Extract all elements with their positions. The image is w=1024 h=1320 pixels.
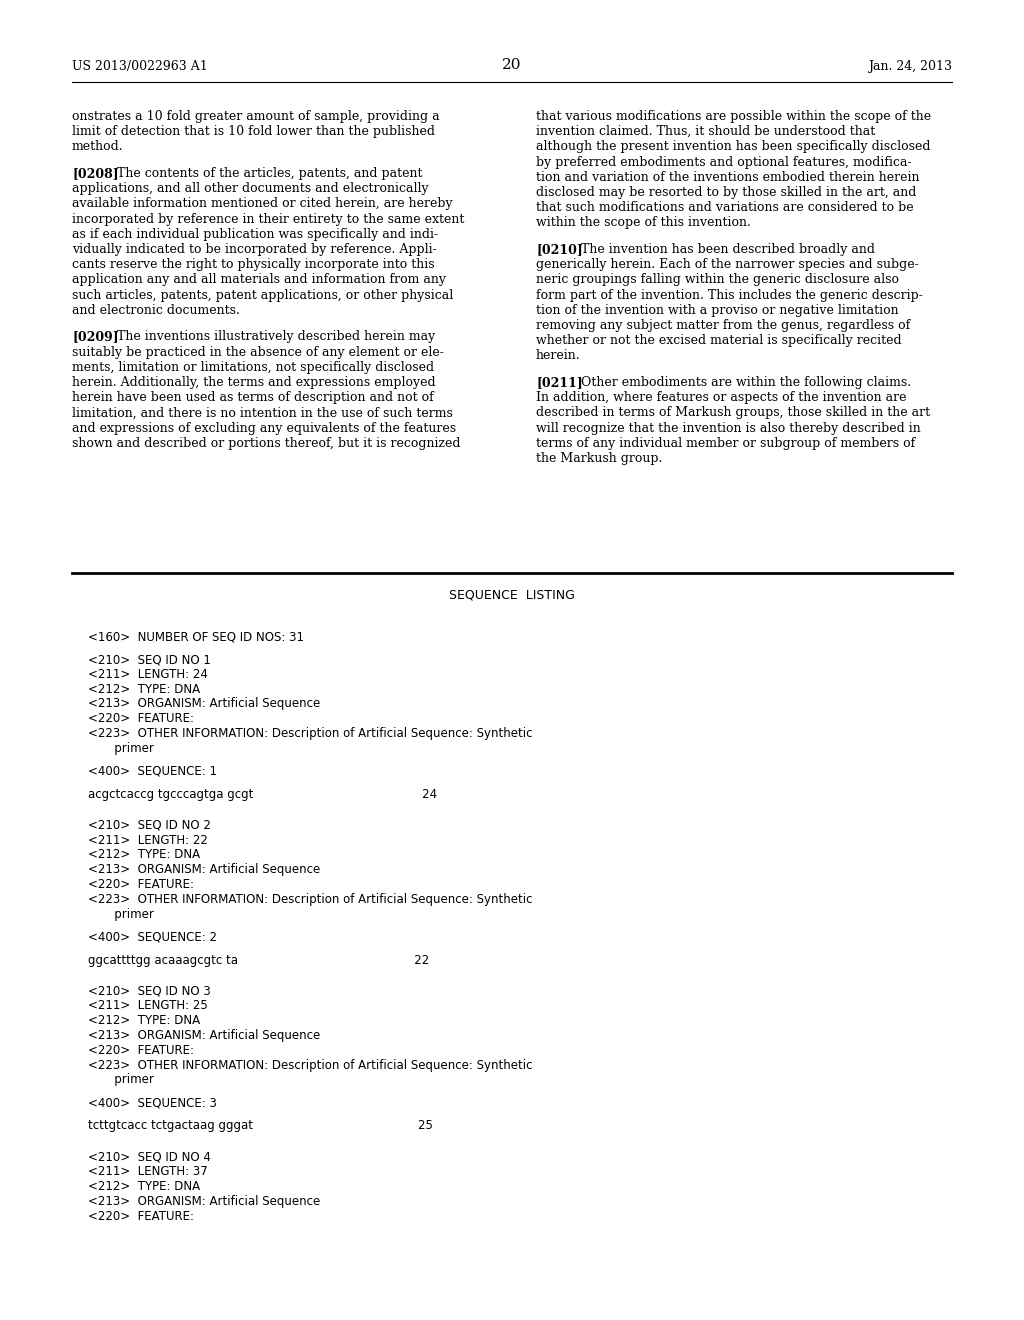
Text: the Markush group.: the Markush group. (536, 451, 663, 465)
Text: available information mentioned or cited herein, are hereby: available information mentioned or cited… (72, 198, 453, 210)
Text: <212>  TYPE: DNA: <212> TYPE: DNA (88, 682, 200, 696)
Text: removing any subject matter from the genus, regardless of: removing any subject matter from the gen… (536, 319, 910, 333)
Text: <210>  SEQ ID NO 1: <210> SEQ ID NO 1 (88, 653, 211, 667)
Text: method.: method. (72, 140, 124, 153)
Text: <400>  SEQUENCE: 2: <400> SEQUENCE: 2 (88, 931, 217, 944)
Text: shown and described or portions thereof, but it is recognized: shown and described or portions thereof,… (72, 437, 461, 450)
Text: limit of detection that is 10 fold lower than the published: limit of detection that is 10 fold lower… (72, 125, 435, 139)
Text: by preferred embodiments and optional features, modifica-: by preferred embodiments and optional fe… (536, 156, 911, 169)
Text: terms of any individual member or subgroup of members of: terms of any individual member or subgro… (536, 437, 915, 450)
Text: <223>  OTHER INFORMATION: Description of Artificial Sequence: Synthetic: <223> OTHER INFORMATION: Description of … (88, 1059, 532, 1072)
Text: [0208]: [0208] (72, 168, 119, 180)
Text: tion and variation of the inventions embodied therein herein: tion and variation of the inventions emb… (536, 170, 920, 183)
Text: <220>  FEATURE:: <220> FEATURE: (88, 713, 194, 725)
Text: <212>  TYPE: DNA: <212> TYPE: DNA (88, 1180, 200, 1193)
Text: although the present invention has been specifically disclosed: although the present invention has been … (536, 140, 931, 153)
Text: <223>  OTHER INFORMATION: Description of Artificial Sequence: Synthetic: <223> OTHER INFORMATION: Description of … (88, 727, 532, 741)
Text: whether or not the excised material is specifically recited: whether or not the excised material is s… (536, 334, 901, 347)
Text: Jan. 24, 2013: Jan. 24, 2013 (868, 59, 952, 73)
Text: [0209]: [0209] (72, 330, 119, 343)
Text: Other embodiments are within the following claims.: Other embodiments are within the followi… (569, 376, 911, 389)
Text: <220>  FEATURE:: <220> FEATURE: (88, 1209, 194, 1222)
Text: <213>  ORGANISM: Artificial Sequence: <213> ORGANISM: Artificial Sequence (88, 697, 321, 710)
Text: that various modifications are possible within the scope of the: that various modifications are possible … (536, 110, 931, 123)
Text: <223>  OTHER INFORMATION: Description of Artificial Sequence: Synthetic: <223> OTHER INFORMATION: Description of … (88, 892, 532, 906)
Text: The contents of the articles, patents, and patent: The contents of the articles, patents, a… (105, 168, 423, 180)
Text: The invention has been described broadly and: The invention has been described broadly… (569, 243, 874, 256)
Text: and expressions of excluding any equivalents of the features: and expressions of excluding any equival… (72, 421, 456, 434)
Text: <160>  NUMBER OF SEQ ID NOS: 31: <160> NUMBER OF SEQ ID NOS: 31 (88, 630, 304, 643)
Text: In addition, where features or aspects of the invention are: In addition, where features or aspects o… (536, 391, 906, 404)
Text: <211>  LENGTH: 25: <211> LENGTH: 25 (88, 999, 208, 1012)
Text: [0210]: [0210] (536, 243, 583, 256)
Text: cants reserve the right to physically incorporate into this: cants reserve the right to physically in… (72, 259, 434, 271)
Text: incorporated by reference in their entirety to the same extent: incorporated by reference in their entir… (72, 213, 464, 226)
Text: acgctcaccg tgcccagtga gcgt                                             24: acgctcaccg tgcccagtga gcgt 24 (88, 788, 437, 801)
Text: within the scope of this invention.: within the scope of this invention. (536, 216, 751, 230)
Text: herein have been used as terms of description and not of: herein have been used as terms of descri… (72, 391, 434, 404)
Text: <212>  TYPE: DNA: <212> TYPE: DNA (88, 1014, 200, 1027)
Text: [0211]: [0211] (536, 376, 583, 389)
Text: suitably be practiced in the absence of any element or ele-: suitably be practiced in the absence of … (72, 346, 443, 359)
Text: primer: primer (88, 1073, 154, 1086)
Text: tcttgtcacc tctgactaag gggat                                            25: tcttgtcacc tctgactaag gggat 25 (88, 1119, 433, 1133)
Text: <211>  LENGTH: 37: <211> LENGTH: 37 (88, 1166, 208, 1179)
Text: that such modifications and variations are considered to be: that such modifications and variations a… (536, 201, 913, 214)
Text: <212>  TYPE: DNA: <212> TYPE: DNA (88, 849, 200, 862)
Text: ggcattttgg acaaagcgtc ta                                               22: ggcattttgg acaaagcgtc ta 22 (88, 953, 429, 966)
Text: herein.: herein. (536, 350, 581, 363)
Text: disclosed may be resorted to by those skilled in the art, and: disclosed may be resorted to by those sk… (536, 186, 916, 199)
Text: <400>  SEQUENCE: 3: <400> SEQUENCE: 3 (88, 1097, 217, 1109)
Text: ments, limitation or limitations, not specifically disclosed: ments, limitation or limitations, not sp… (72, 360, 434, 374)
Text: described in terms of Markush groups, those skilled in the art: described in terms of Markush groups, th… (536, 407, 930, 420)
Text: <210>  SEQ ID NO 2: <210> SEQ ID NO 2 (88, 818, 211, 832)
Text: limitation, and there is no intention in the use of such terms: limitation, and there is no intention in… (72, 407, 453, 420)
Text: will recognize that the invention is also thereby described in: will recognize that the invention is als… (536, 421, 921, 434)
Text: such articles, patents, patent applications, or other physical: such articles, patents, patent applicati… (72, 289, 454, 301)
Text: 20: 20 (502, 58, 522, 73)
Text: generically herein. Each of the narrower species and subge-: generically herein. Each of the narrower… (536, 259, 919, 271)
Text: <210>  SEQ ID NO 4: <210> SEQ ID NO 4 (88, 1150, 211, 1163)
Text: tion of the invention with a proviso or negative limitation: tion of the invention with a proviso or … (536, 304, 899, 317)
Text: and electronic documents.: and electronic documents. (72, 304, 240, 317)
Text: application any and all materials and information from any: application any and all materials and in… (72, 273, 446, 286)
Text: SEQUENCE  LISTING: SEQUENCE LISTING (450, 587, 574, 601)
Text: <220>  FEATURE:: <220> FEATURE: (88, 878, 194, 891)
Text: <211>  LENGTH: 24: <211> LENGTH: 24 (88, 668, 208, 681)
Text: <213>  ORGANISM: Artificial Sequence: <213> ORGANISM: Artificial Sequence (88, 1195, 321, 1208)
Text: <210>  SEQ ID NO 3: <210> SEQ ID NO 3 (88, 985, 211, 998)
Text: <211>  LENGTH: 22: <211> LENGTH: 22 (88, 834, 208, 846)
Text: primer: primer (88, 742, 154, 755)
Text: onstrates a 10 fold greater amount of sample, providing a: onstrates a 10 fold greater amount of sa… (72, 110, 439, 123)
Text: form part of the invention. This includes the generic descrip-: form part of the invention. This include… (536, 289, 923, 301)
Text: <400>  SEQUENCE: 1: <400> SEQUENCE: 1 (88, 764, 217, 777)
Text: vidually indicated to be incorporated by reference. Appli-: vidually indicated to be incorporated by… (72, 243, 437, 256)
Text: neric groupings falling within the generic disclosure also: neric groupings falling within the gener… (536, 273, 899, 286)
Text: <213>  ORGANISM: Artificial Sequence: <213> ORGANISM: Artificial Sequence (88, 863, 321, 876)
Text: applications, and all other documents and electronically: applications, and all other documents an… (72, 182, 429, 195)
Text: <220>  FEATURE:: <220> FEATURE: (88, 1044, 194, 1057)
Text: as if each individual publication was specifically and indi-: as if each individual publication was sp… (72, 228, 438, 240)
Text: US 2013/0022963 A1: US 2013/0022963 A1 (72, 59, 208, 73)
Text: primer: primer (88, 908, 154, 920)
Text: The inventions illustratively described herein may: The inventions illustratively described … (105, 330, 435, 343)
Text: <213>  ORGANISM: Artificial Sequence: <213> ORGANISM: Artificial Sequence (88, 1030, 321, 1041)
Text: invention claimed. Thus, it should be understood that: invention claimed. Thus, it should be un… (536, 125, 876, 139)
Text: herein. Additionally, the terms and expressions employed: herein. Additionally, the terms and expr… (72, 376, 435, 389)
